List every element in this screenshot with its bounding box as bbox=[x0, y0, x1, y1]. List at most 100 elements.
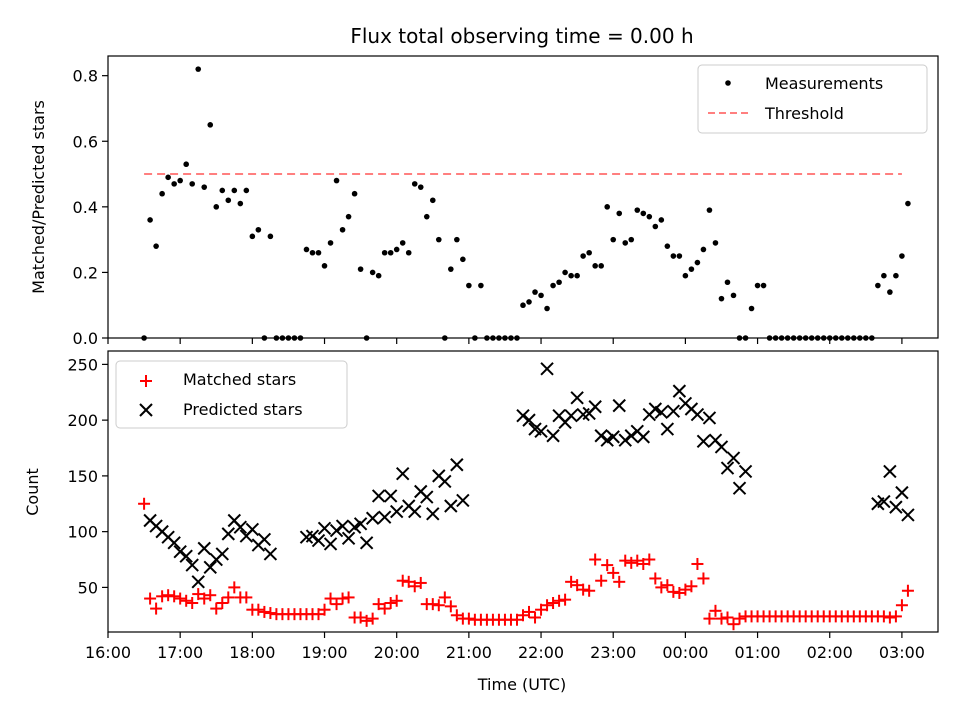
measurement-point bbox=[339, 226, 346, 233]
measurement-point bbox=[309, 249, 316, 256]
measurement-point bbox=[333, 177, 340, 184]
matched-star-point bbox=[168, 590, 181, 603]
x-tick-label: 21:00 bbox=[446, 643, 492, 662]
measurement-point bbox=[201, 184, 208, 190]
measurement-point bbox=[387, 249, 394, 256]
measurement-point bbox=[363, 335, 370, 341]
predicted-star-point bbox=[895, 485, 909, 500]
matched-star-point bbox=[553, 594, 566, 607]
matched-star-point bbox=[877, 610, 890, 623]
measurement-point bbox=[622, 240, 629, 246]
measurement-point bbox=[778, 335, 785, 341]
measurement-point bbox=[730, 292, 737, 299]
predicted-star-point bbox=[612, 398, 626, 413]
measurement-point bbox=[484, 335, 490, 341]
matched-star-point bbox=[709, 604, 722, 617]
predicted-star-point bbox=[179, 549, 193, 563]
matched-star-point bbox=[721, 611, 734, 624]
measurement-point bbox=[448, 266, 454, 272]
measurement-point bbox=[261, 335, 268, 341]
measurement-point bbox=[766, 335, 773, 341]
x-tick-label: 00:00 bbox=[662, 643, 708, 662]
matched-star-point bbox=[252, 603, 265, 616]
measurement-point bbox=[586, 249, 592, 256]
matched-star-point bbox=[174, 592, 187, 605]
matched-star-point bbox=[577, 583, 590, 596]
top-y-axis-label: Matched/Predicted stars bbox=[29, 100, 48, 294]
matched-star-point bbox=[535, 603, 548, 616]
measurement-point bbox=[159, 190, 165, 197]
predicted-star-point bbox=[570, 391, 584, 405]
legend-cross-marker bbox=[139, 403, 153, 417]
predicted-star-point bbox=[732, 481, 747, 495]
legend-label-predicted-stars: Predicted stars bbox=[183, 400, 303, 419]
matched-star-point bbox=[733, 612, 746, 625]
predicted-star-point bbox=[203, 560, 217, 575]
predicted-star-point bbox=[456, 493, 470, 508]
matched-star-point bbox=[204, 589, 217, 602]
bottom-y-tick-label: 50 bbox=[78, 578, 98, 597]
predicted-star-point bbox=[263, 547, 278, 561]
matched-star-point bbox=[210, 602, 223, 615]
predicted-star-point bbox=[450, 458, 464, 472]
matched-star-point bbox=[258, 605, 271, 618]
predicted-star-point bbox=[654, 405, 669, 420]
predicted-star-point bbox=[636, 430, 650, 444]
measurement-point bbox=[526, 299, 532, 305]
measurement-point bbox=[303, 246, 310, 253]
predicted-star-point bbox=[317, 521, 332, 536]
matched-star-point bbox=[565, 575, 578, 588]
matched-star-point bbox=[901, 584, 914, 597]
predicted-star-point bbox=[666, 404, 681, 418]
bottom-y-tick-label: 200 bbox=[67, 411, 98, 430]
measurement-point bbox=[249, 233, 256, 240]
matched-star-point bbox=[444, 600, 457, 613]
x-tick-label: 19:00 bbox=[301, 643, 347, 662]
top-y-axis: 0.0 0.2 0.4 0.6 0.8 bbox=[73, 67, 108, 348]
top-legend: Measurements Threshold bbox=[697, 64, 928, 134]
measurement-point bbox=[694, 259, 701, 266]
measurement-point bbox=[688, 266, 695, 272]
matched-star-point bbox=[889, 610, 902, 623]
measurement-point bbox=[147, 217, 153, 223]
measurement-point bbox=[646, 213, 653, 220]
matched-star-point bbox=[432, 599, 445, 612]
measurement-point bbox=[411, 181, 418, 187]
measurement-point bbox=[520, 302, 526, 309]
top-y-tick-label: 0.2 bbox=[73, 263, 98, 282]
predicted-star-point bbox=[726, 451, 741, 465]
measurement-point bbox=[802, 335, 809, 341]
matched-star-point bbox=[571, 579, 584, 592]
measurements-series bbox=[141, 66, 911, 341]
measurement-point bbox=[899, 253, 905, 259]
bottom-legend-box bbox=[115, 360, 348, 429]
measurement-point bbox=[219, 187, 226, 194]
top-y-tick-label: 0.6 bbox=[73, 132, 98, 151]
top-y-tick-label: 0.4 bbox=[73, 198, 98, 217]
matched-star-point bbox=[895, 599, 908, 612]
predicted-star-point bbox=[889, 500, 903, 514]
predicted-star-point bbox=[883, 464, 897, 479]
measurement-point bbox=[472, 335, 478, 341]
measurement-point bbox=[496, 335, 502, 341]
matched-star-point bbox=[360, 614, 373, 627]
measurement-point bbox=[405, 249, 412, 256]
predicted-star-point bbox=[877, 494, 891, 509]
matched-star-point bbox=[510, 613, 523, 626]
bottom-panel: 50 100 150 200 250 16:00 17:00 18:00 19:00 20:00… bbox=[23, 350, 939, 694]
x-tick-label: 16:00 bbox=[85, 643, 131, 662]
bottom-y-tick-label: 250 bbox=[67, 355, 98, 374]
measurement-point bbox=[790, 335, 797, 341]
matched-star-point bbox=[144, 592, 157, 605]
measurement-point bbox=[231, 187, 238, 194]
matched-star-point bbox=[655, 581, 668, 594]
matched-star-point bbox=[372, 598, 385, 611]
matched-star-point bbox=[619, 554, 632, 567]
matched-star-point bbox=[414, 576, 427, 589]
measurement-point bbox=[857, 335, 863, 341]
matched-star-point bbox=[336, 592, 349, 605]
predicted-star-point bbox=[233, 520, 248, 534]
predicted-star-point bbox=[359, 536, 374, 550]
measurement-point bbox=[850, 335, 857, 341]
legend-label-matched-stars: Matched stars bbox=[183, 370, 296, 389]
